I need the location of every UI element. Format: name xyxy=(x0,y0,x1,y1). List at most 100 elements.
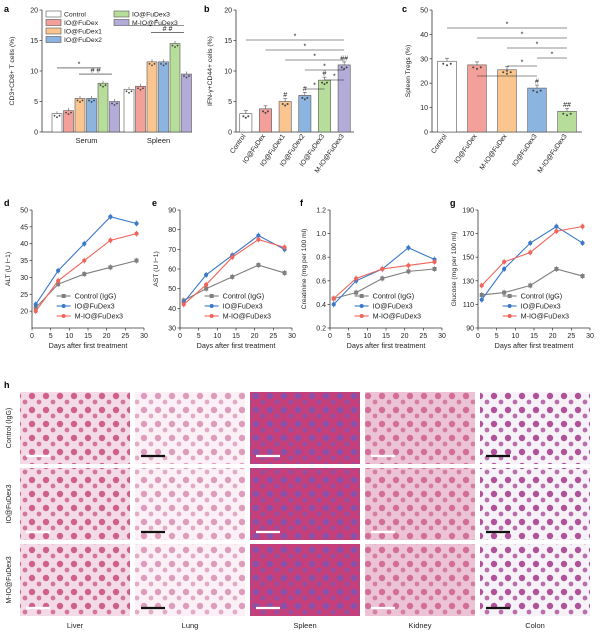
y-axis-label: ALT (U l−1) xyxy=(5,252,12,286)
series-point-1-3 xyxy=(256,233,261,238)
bar-spleen-3 xyxy=(158,61,169,133)
legend-label-2: M-IO@FuDex3 xyxy=(373,312,421,321)
y-tick-label: 15 xyxy=(30,38,38,45)
legend-marker-0 xyxy=(507,294,512,298)
histology-image-spleen-1 xyxy=(250,468,360,540)
data-point xyxy=(58,114,61,117)
histology-image-kidney-0 xyxy=(365,392,475,464)
histology-column-label: Kidney xyxy=(409,621,432,630)
data-point xyxy=(281,103,284,105)
histology-image-spleen-2 xyxy=(250,544,360,616)
series-point-0-0 xyxy=(33,305,38,310)
chart-f: 0.2 0.4 0.6 0.8 1.0 1.2 0 5 10 15 20 25 30 Days after… xyxy=(301,208,446,351)
series-point-2-2 xyxy=(380,266,385,272)
data-point xyxy=(142,87,144,90)
data-point xyxy=(476,67,478,70)
data-point xyxy=(449,62,452,65)
significance-star: * xyxy=(303,44,306,51)
panel-letter-d: d xyxy=(4,198,10,208)
x-tick-label: 15 xyxy=(84,333,92,340)
data-point xyxy=(104,84,107,87)
histology-row-label: M-IO@FuDex3 xyxy=(6,556,13,603)
series-point-1-3 xyxy=(554,224,559,229)
data-point xyxy=(562,112,565,115)
histology-grid: Liver Lung Spleen Kidney Colon Control (IgG) I… xyxy=(6,392,590,630)
bar-spleen-5 xyxy=(181,73,192,133)
histology-row-label: Control (IgG) xyxy=(6,408,13,448)
x-tick-label: 5 xyxy=(197,333,201,340)
data-point xyxy=(67,113,70,116)
series-point-2-1 xyxy=(204,282,209,287)
bar-0 xyxy=(437,60,457,133)
series-point-2-0 xyxy=(331,296,336,301)
series-point-0-3 xyxy=(554,267,559,271)
series-point-2-4 xyxy=(432,259,437,265)
y-axis-label: CD3+CD8+ T cells (%) xyxy=(9,37,16,106)
x-tick-label: 25 xyxy=(567,333,575,340)
legend-label-1: IO@FuDex3 xyxy=(223,302,263,311)
legend-marker-2 xyxy=(61,314,66,318)
y-tick-label: 20 xyxy=(224,8,232,15)
bar-spleen-2 xyxy=(146,61,158,133)
data-point xyxy=(262,110,265,113)
data-point xyxy=(125,90,128,93)
bar-serum-4 xyxy=(97,82,109,133)
data-point xyxy=(70,111,72,114)
series-point-1-4 xyxy=(580,240,585,246)
bar-2 xyxy=(497,69,517,133)
legend-marker-1 xyxy=(61,304,66,308)
data-point xyxy=(264,111,267,114)
histology-image-lung-2 xyxy=(135,544,245,616)
legend-swatch-4 xyxy=(113,10,130,18)
legend-marker-1 xyxy=(359,304,364,308)
series-point-0-3 xyxy=(256,263,261,268)
y-tick-label: 35 xyxy=(20,258,28,265)
series-point-2-4 xyxy=(282,245,287,250)
data-point xyxy=(102,85,104,88)
significance-star: * xyxy=(294,34,297,41)
y-tick-label: 90 xyxy=(466,326,474,333)
x-category-label-3: IO@FuDex3 xyxy=(511,133,539,168)
legend-marker-0 xyxy=(209,294,214,298)
bar-spleen-4 xyxy=(169,43,181,133)
data-point xyxy=(65,111,67,114)
series-point-0-2 xyxy=(528,283,533,288)
y-tick-label: 30 xyxy=(420,56,428,63)
legend-swatch-3 xyxy=(45,36,62,43)
panel-letter-f: f xyxy=(300,198,304,208)
data-point xyxy=(56,116,58,119)
series-point-0-3 xyxy=(108,265,113,270)
x-tick-label: 10 xyxy=(213,333,221,340)
data-point xyxy=(99,84,102,87)
x-tick-label: 25 xyxy=(121,333,129,340)
y-tick-label: 90 xyxy=(168,208,176,215)
data-point xyxy=(128,91,130,94)
chart-e: 30 40 50 60 70 80 90 0 5 10 15 20 25 30 Days after fir… xyxy=(153,208,296,351)
data-point xyxy=(188,75,190,77)
bar-5 xyxy=(337,64,351,133)
data-point xyxy=(340,66,343,69)
series-point-0-1 xyxy=(204,286,209,291)
data-point xyxy=(53,114,56,117)
y-axis-label: Glucose (mg per 100 ml) xyxy=(451,232,458,307)
x-tick-label: 10 xyxy=(511,333,519,340)
series-point-0-4 xyxy=(580,274,585,279)
series-point-1-0 xyxy=(331,302,336,307)
series-point-1-3 xyxy=(108,214,113,219)
legend-marker-1 xyxy=(209,304,214,308)
y-tick-label: 1.0 xyxy=(316,231,326,238)
series-point-0-2 xyxy=(380,276,385,281)
significance-star: * xyxy=(323,64,326,71)
histology-image-colon-2 xyxy=(480,544,590,616)
y-tick-label: 20 xyxy=(20,309,28,316)
data-point xyxy=(442,62,445,65)
x-tick-label: 10 xyxy=(65,333,73,340)
x-tick-label: 10 xyxy=(363,333,371,340)
legend-label-1: IO@FuDex3 xyxy=(75,302,115,311)
series-point-2-4 xyxy=(134,231,139,236)
bar-0 xyxy=(239,113,253,133)
data-point xyxy=(93,99,95,102)
data-point xyxy=(244,116,247,119)
